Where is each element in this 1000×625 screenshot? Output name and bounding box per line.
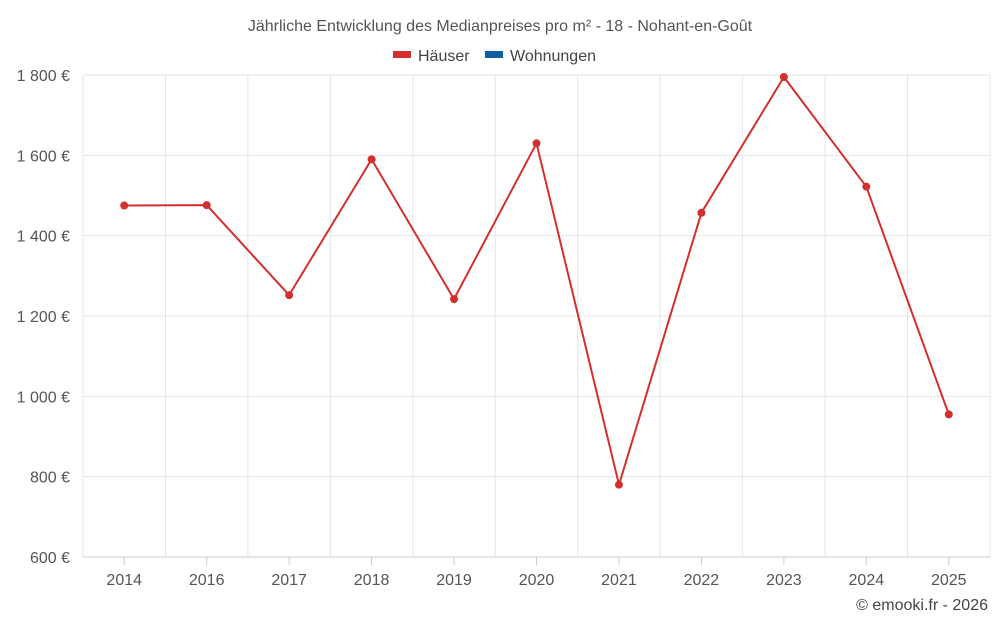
x-tick-label: 2025 xyxy=(931,572,967,589)
y-tick-label: 1 600 € xyxy=(17,148,70,165)
x-tick-label: 2023 xyxy=(766,572,802,589)
data-point[interactable] xyxy=(862,182,871,191)
x-tick-label: 2019 xyxy=(436,572,472,589)
legend-swatch-wohnungen xyxy=(485,51,503,58)
y-tick-label: 1 200 € xyxy=(17,309,70,326)
x-axis: 2014 2016 2017 2018 2019 2020 2021 2022 2023 2024… xyxy=(83,556,990,589)
data-point[interactable] xyxy=(944,410,953,419)
x-tick-label: 2017 xyxy=(271,572,307,589)
legend-item-haeuser[interactable]: Häuser xyxy=(393,48,470,65)
x-tick-label: 2020 xyxy=(519,572,555,589)
x-tick-label: 2021 xyxy=(601,572,637,589)
data-point[interactable] xyxy=(779,73,788,82)
legend-label-haeuser: Häuser xyxy=(418,48,470,65)
data-point[interactable] xyxy=(614,480,623,489)
y-axis: 600 € 800 € 1 000 € 1 200 € 1 400 € 1 600 € 1 … xyxy=(17,68,70,567)
y-tick-label: 1 400 € xyxy=(17,229,70,246)
x-tick-label: 2024 xyxy=(849,572,885,589)
legend: Häuser Wohnungen xyxy=(393,48,596,65)
series-layer xyxy=(120,73,953,489)
chart-title: Jährliche Entwicklung des Medianpreises … xyxy=(248,18,753,35)
data-point[interactable] xyxy=(532,139,541,148)
data-point[interactable] xyxy=(202,201,211,210)
data-point[interactable] xyxy=(367,155,376,164)
legend-item-wohnungen[interactable]: Wohnungen xyxy=(485,48,596,65)
legend-swatch-haeuser xyxy=(393,51,411,58)
data-point[interactable] xyxy=(285,291,294,300)
y-tick-label: 1 000 € xyxy=(17,389,70,406)
x-tick-label: 2014 xyxy=(106,572,142,589)
data-point[interactable] xyxy=(450,295,459,304)
x-tick-label: 2016 xyxy=(189,572,225,589)
data-point[interactable] xyxy=(120,201,129,210)
legend-label-wohnungen: Wohnungen xyxy=(510,48,596,65)
x-tick-label: 2022 xyxy=(684,572,720,589)
x-tick-label: 2018 xyxy=(354,572,390,589)
y-tick-label: 800 € xyxy=(30,470,70,487)
data-point[interactable] xyxy=(697,208,706,217)
y-tick-label: 600 € xyxy=(30,550,70,567)
credit-text: © emooki.fr - 2026 xyxy=(856,597,988,614)
y-tick-label: 1 800 € xyxy=(17,68,70,85)
